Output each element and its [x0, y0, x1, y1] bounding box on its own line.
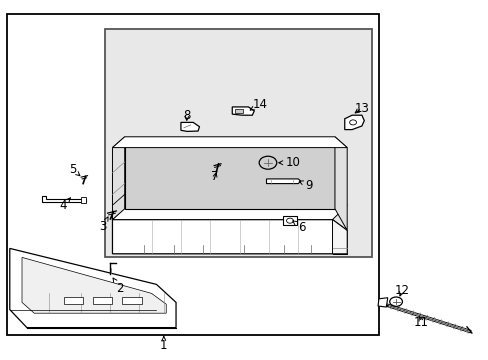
Polygon shape — [93, 297, 112, 304]
Bar — [282, 216, 297, 225]
Text: 10: 10 — [278, 156, 300, 169]
Text: 5: 5 — [68, 163, 80, 176]
Circle shape — [264, 160, 271, 166]
Polygon shape — [112, 220, 346, 254]
Polygon shape — [232, 107, 254, 115]
Polygon shape — [41, 196, 85, 202]
Polygon shape — [10, 248, 176, 328]
Polygon shape — [63, 297, 83, 304]
Text: 2: 2 — [113, 278, 123, 294]
Polygon shape — [332, 220, 346, 254]
Text: 12: 12 — [394, 284, 408, 297]
Polygon shape — [112, 205, 346, 220]
Bar — [7, 14, 378, 335]
Polygon shape — [334, 137, 346, 230]
Text: 4: 4 — [60, 198, 70, 212]
Polygon shape — [344, 115, 364, 130]
Text: 3: 3 — [99, 217, 108, 233]
Polygon shape — [112, 137, 346, 148]
Polygon shape — [112, 137, 124, 220]
Text: 14: 14 — [249, 98, 267, 111]
Text: 9: 9 — [299, 179, 312, 192]
Text: 13: 13 — [354, 102, 368, 114]
Polygon shape — [122, 297, 142, 304]
Polygon shape — [266, 179, 300, 184]
Polygon shape — [181, 122, 199, 131]
Bar — [234, 109, 242, 113]
Text: 6: 6 — [292, 221, 305, 234]
Polygon shape — [377, 298, 387, 307]
Text: 7: 7 — [211, 170, 219, 183]
Text: 1: 1 — [160, 336, 167, 352]
Text: 8: 8 — [183, 109, 190, 122]
Polygon shape — [22, 257, 166, 313]
Polygon shape — [81, 197, 85, 203]
Polygon shape — [124, 137, 334, 209]
Bar — [105, 29, 371, 257]
Text: 11: 11 — [413, 316, 428, 329]
